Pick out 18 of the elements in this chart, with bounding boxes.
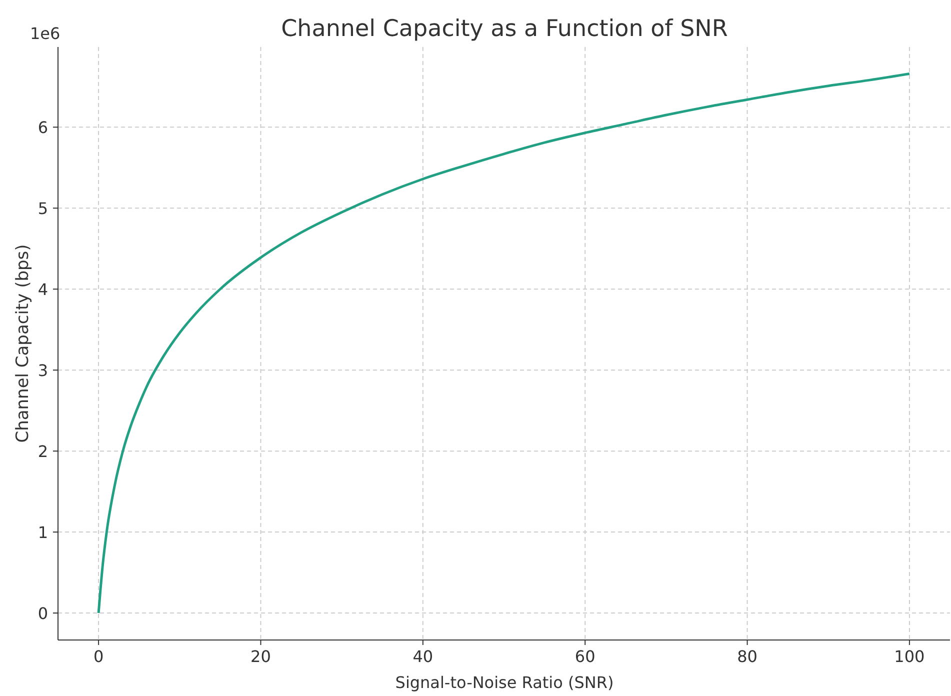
x-tick-label: 100: [894, 647, 925, 666]
text: 1e6: [30, 24, 60, 43]
chart-title: Channel Capacity as a Function of SNR: [281, 16, 728, 42]
x-axis-title: Signal-to-Noise Ratio (SNR): [395, 673, 614, 692]
x-tick-label: 40: [412, 647, 434, 666]
x-tick-label: 20: [250, 647, 271, 666]
y-tick-label: 3: [38, 361, 48, 380]
y-tick-label: 1: [38, 523, 48, 542]
y-tick-label: 5: [38, 199, 48, 218]
y-tick-label: 0: [38, 604, 48, 624]
x-tick-label: 80: [737, 647, 758, 666]
line-series: [97, 72, 911, 614]
y-tick-label: 4: [38, 280, 48, 300]
x-tick-label: 0: [93, 647, 104, 666]
x-tick-label: 60: [574, 647, 596, 666]
y-tick-label: 2: [38, 442, 48, 462]
y-tick-label: 6: [38, 118, 48, 138]
y-axis-title: Channel Capacity (bps): [13, 244, 33, 443]
